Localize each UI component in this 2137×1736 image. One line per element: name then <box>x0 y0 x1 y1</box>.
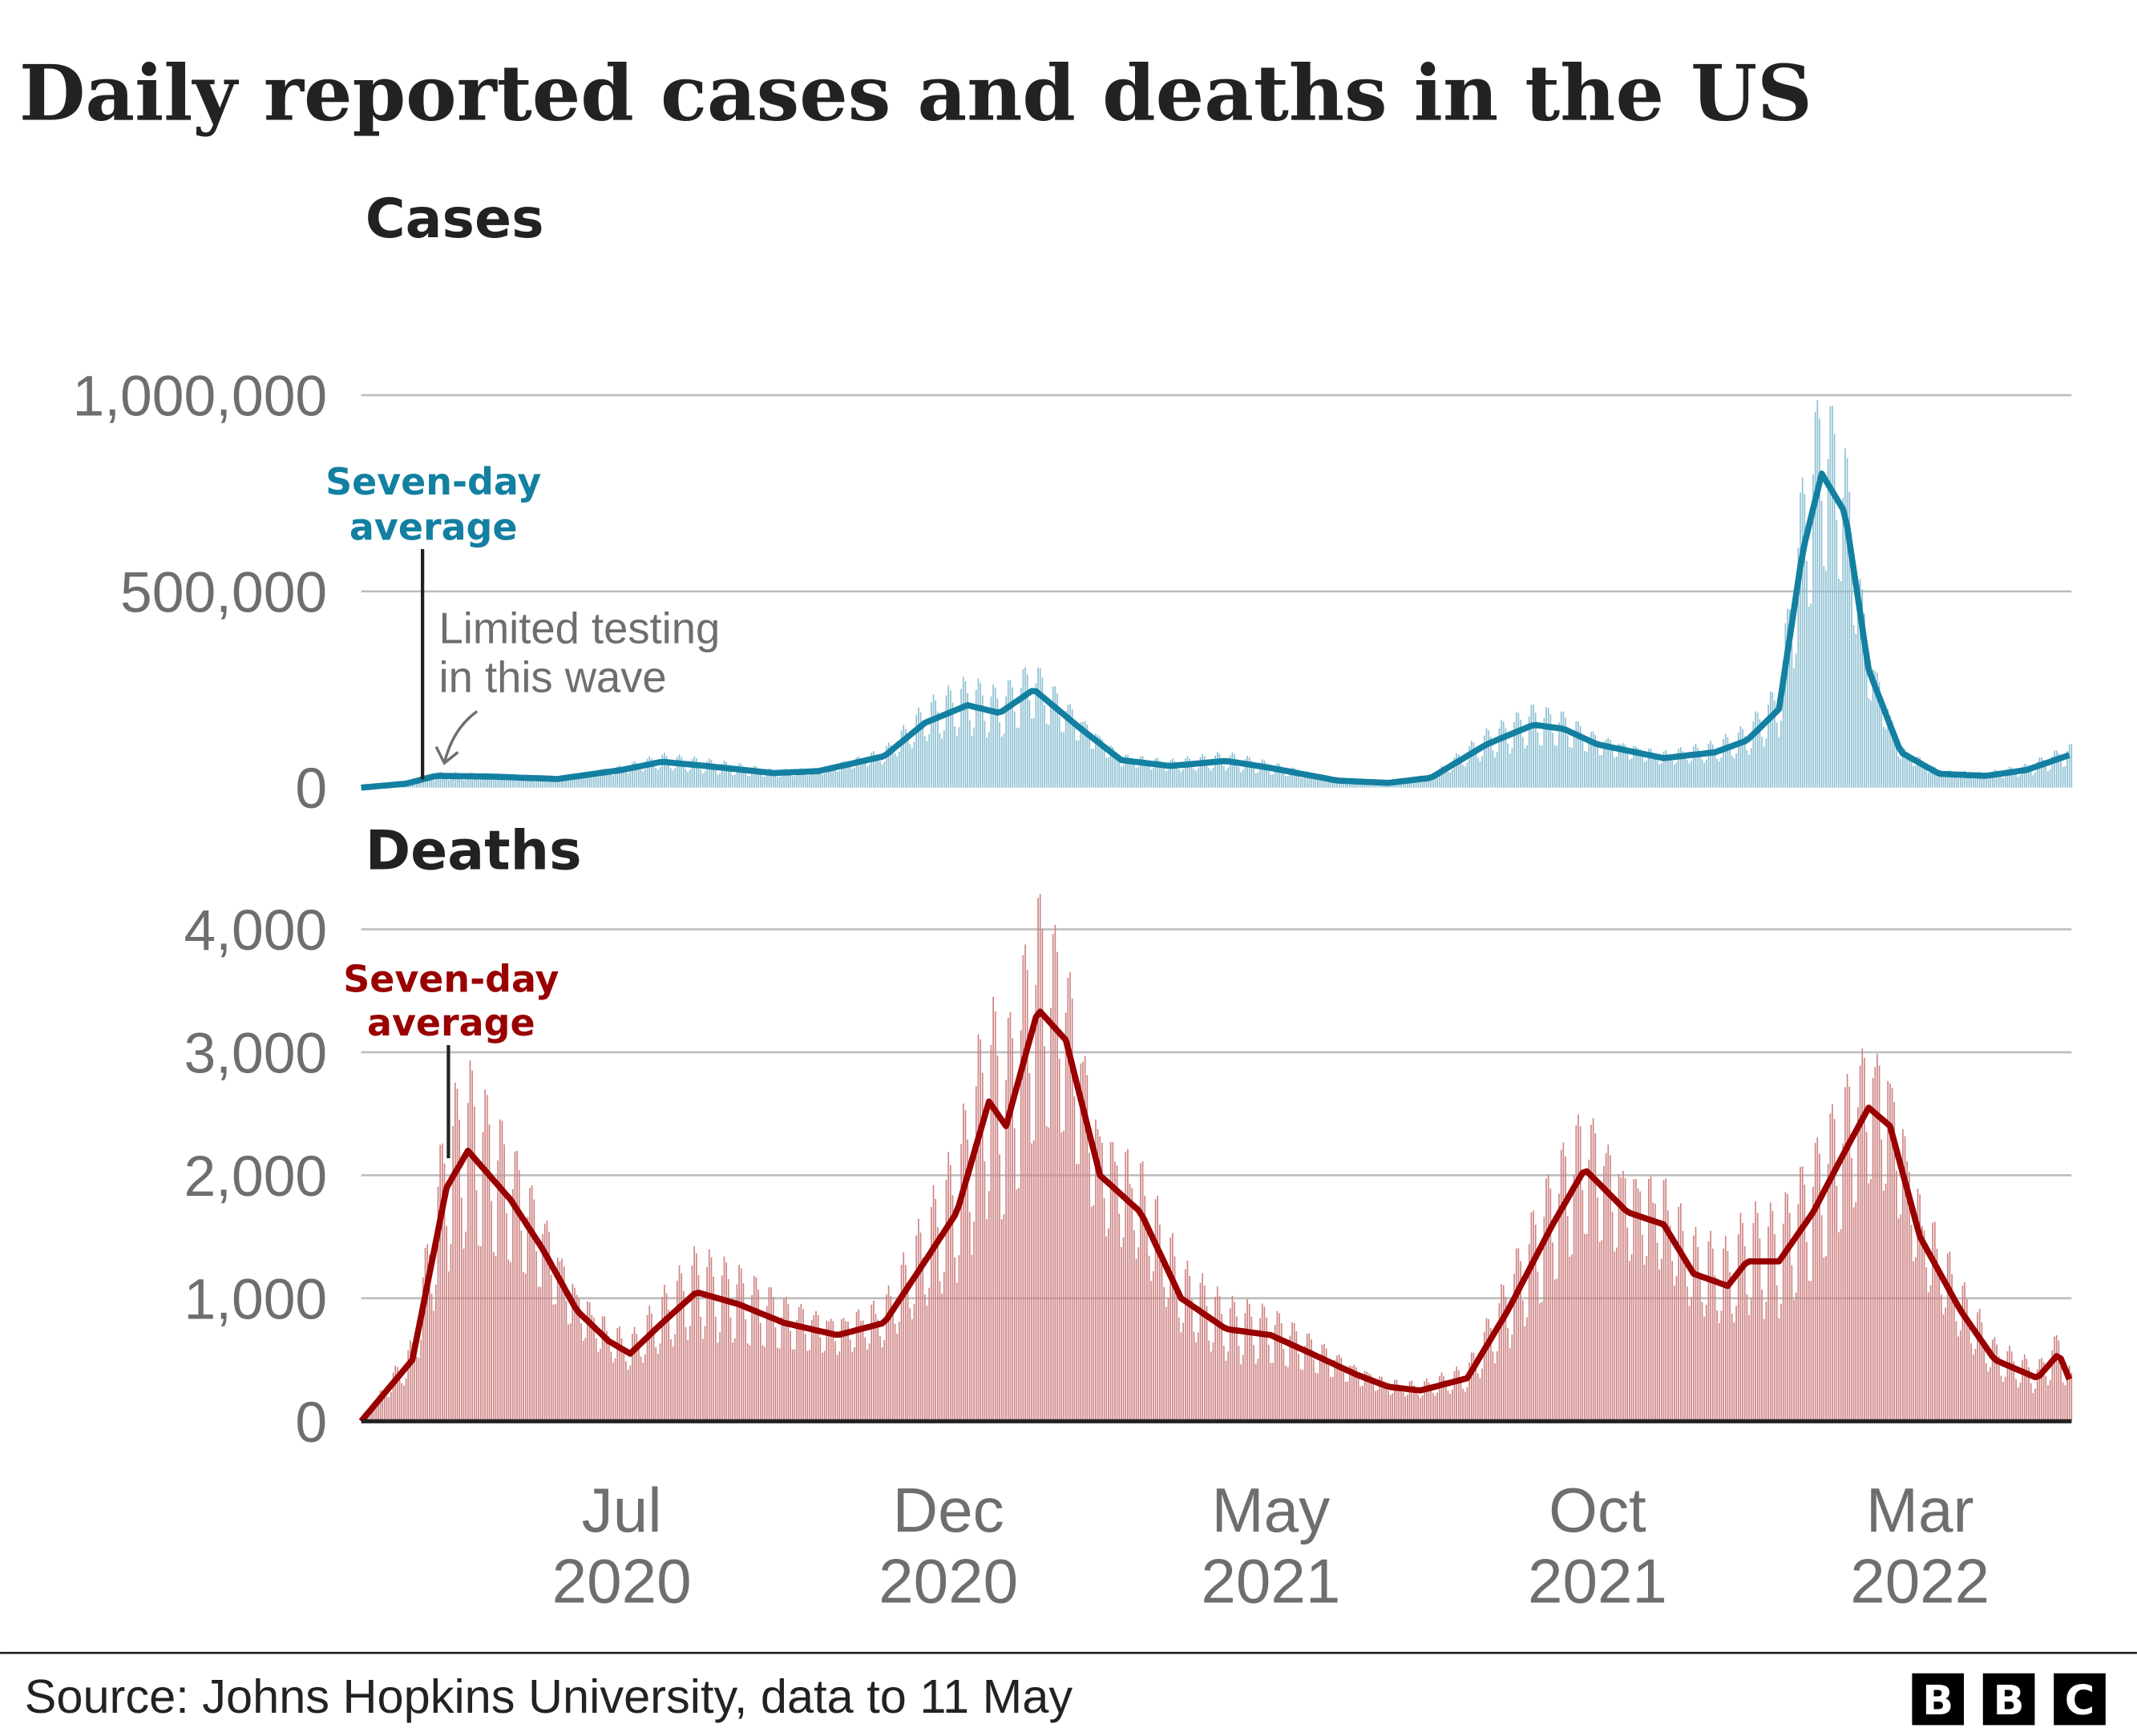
note-line1: Limited testing <box>439 604 721 652</box>
cases-y-axis: 0 500,000 1,000,000 <box>73 365 328 822</box>
deaths-seven-day-average-line <box>358 1008 2073 1423</box>
cases-y-tick-label: 500,000 <box>120 560 327 624</box>
bbc-logo: B B C <box>1912 1673 2106 1726</box>
x-tick-month: May <box>1212 1475 1331 1545</box>
svg-text:B: B <box>1994 1677 2025 1725</box>
deaths-line-label: Seven-day average <box>343 958 559 1159</box>
note-arrow-icon <box>434 710 479 765</box>
chart-title: Daily reported cases and deaths in the U… <box>19 50 1812 139</box>
source-note: Source: Johns Hopkins University, data t… <box>25 1669 1073 1723</box>
deaths-y-tick-label: 3,000 <box>184 1021 327 1085</box>
deaths-y-tick-label: 0 <box>295 1391 327 1455</box>
cases-y-tick-label: 1,000,000 <box>73 365 328 429</box>
note-line2: in this wave <box>439 653 667 702</box>
x-tick-year: 2020 <box>552 1545 692 1616</box>
deaths-y-tick-label: 2,000 <box>184 1145 327 1209</box>
x-tick-year: 2021 <box>1528 1545 1667 1616</box>
x-tick-month: Dec <box>893 1475 1004 1545</box>
deaths-label-line2: average <box>367 1001 535 1044</box>
deaths-y-tick-label: 1,000 <box>184 1267 327 1331</box>
deaths-bars <box>362 894 2073 1422</box>
cases-line-label: Seven-day average <box>325 460 541 780</box>
x-tick-year: 2022 <box>1850 1545 1990 1616</box>
x-tick-month: Jul <box>582 1475 662 1545</box>
cases-label-line2: average <box>349 505 518 548</box>
x-tick-year: 2021 <box>1201 1545 1340 1616</box>
cases-bars <box>362 400 2073 788</box>
x-tick-month: Mar <box>1866 1475 1974 1545</box>
cases-panel-title: Cases <box>366 188 544 251</box>
deaths-label-line1: Seven-day <box>343 958 559 1001</box>
limited-testing-note: Limited testing in this wave <box>434 604 721 765</box>
deaths-panel-title: Deaths <box>366 820 582 883</box>
cases-gridlines <box>361 394 2072 593</box>
deaths-y-axis: 0 1,000 2,000 3,000 4,000 <box>184 898 327 1455</box>
cases-y-tick-label: 0 <box>295 757 327 821</box>
svg-text:B: B <box>1922 1677 1953 1725</box>
deaths-y-tick-label: 4,000 <box>184 898 327 963</box>
cases-seven-day-average-line <box>361 470 2070 791</box>
x-tick-month: Oct <box>1549 1475 1646 1545</box>
cases-label-line1: Seven-day <box>325 460 541 503</box>
svg-text:C: C <box>2065 1677 2095 1725</box>
deaths-gridlines <box>361 928 2072 1300</box>
x-tick-year: 2020 <box>879 1545 1018 1616</box>
